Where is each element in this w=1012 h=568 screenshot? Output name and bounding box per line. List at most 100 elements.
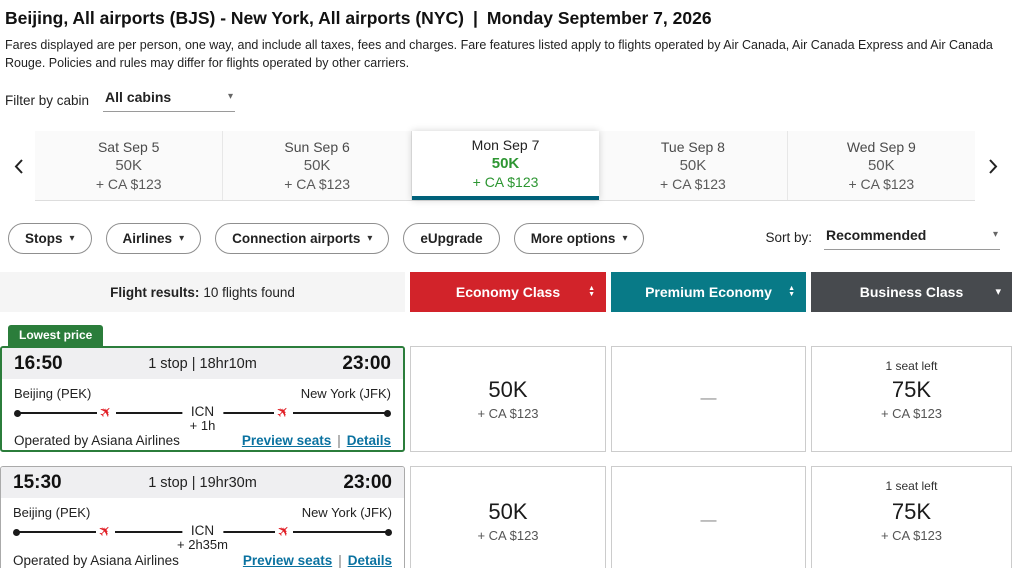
stops-duration: 1 stop | 19hr30m [148, 474, 257, 491]
airplane-icon: ✈ [95, 521, 117, 543]
connection-airport: ICN [181, 523, 224, 539]
arrival-time: 23:00 [342, 352, 391, 374]
tab-points: 50K [303, 157, 331, 175]
tab-date: Wed Sep 9 [846, 139, 916, 156]
chevron-left-icon [14, 159, 23, 174]
column-label: Premium Economy [645, 284, 772, 301]
economy-class-column-header[interactable]: Economy Class ▲ ▼ [410, 272, 606, 313]
page-title: Beijing, All airports (BJS) - New York, … [5, 8, 1007, 29]
no-fare-dash: — [700, 390, 717, 408]
destination-airport: New York (JFK) [301, 505, 392, 521]
operated-by-text: Operated by Asiana Airlines [14, 433, 180, 449]
premium-economy-fare-cell: — [611, 346, 806, 453]
date-strip: Sat Sep 5 50K + CA $123 Sun Sep 6 50K + … [0, 131, 1012, 202]
chevron-down-icon: ▾ [367, 233, 373, 245]
flight-detail: Beijing (PEK) New York (JFK) ✈ ✈ ICN + 2… [1, 498, 404, 568]
economy-fare-cell[interactable]: 50K + CA $123 [410, 466, 606, 568]
fare-points: 75K [891, 498, 932, 524]
date-tab-wed-sep-9[interactable]: Wed Sep 9 50K + CA $123 [787, 131, 976, 201]
flight-card: 16:50 1 stop | 18hr10m 23:00 Beijing (PE… [0, 346, 405, 453]
tab-points: 50K [867, 157, 895, 175]
business-fare-cell[interactable]: 1 seat left 75K + CA $123 [811, 346, 1012, 453]
date-tabs: Sat Sep 5 50K + CA $123 Sun Sep 6 50K + … [35, 131, 976, 202]
preview-seats-link[interactable]: Preview seats [241, 433, 332, 449]
route-diagram: ✈ ✈ ICN + 1h [14, 402, 391, 434]
previous-dates-button[interactable] [8, 153, 30, 179]
flight-summary: 15:30 1 stop | 19hr30m 23:00 [1, 467, 404, 499]
date-tab-sun-sep-6[interactable]: Sun Sep 6 50K + CA $123 [223, 131, 412, 201]
results-label: Flight results: [110, 284, 200, 300]
arrival-time: 23:00 [343, 471, 392, 493]
origin-airport: Beijing (PEK) [14, 386, 92, 402]
tab-cash: + CA $123 [472, 174, 539, 191]
filter-label: Stops [25, 231, 63, 247]
seats-left-text: 1 seat left [885, 479, 938, 494]
date-tab-tue-sep-8[interactable]: Tue Sep 8 50K + CA $123 [599, 131, 788, 201]
eupgrade-filter-button[interactable]: eUpgrade [403, 223, 500, 255]
no-fare-dash: — [700, 511, 717, 529]
chevron-down-icon: ▾ [228, 91, 234, 103]
stops-filter-button[interactable]: Stops ▾ [8, 223, 92, 255]
sort-select[interactable]: Recommended ▾ [824, 227, 1000, 251]
flight-row-1: 16:50 1 stop | 18hr10m 23:00 Beijing (PE… [0, 346, 1012, 453]
sort-arrows-icon: ▲ ▼ [788, 285, 795, 299]
chevron-down-icon: ▾ [179, 233, 185, 245]
tab-date: Sun Sep 6 [284, 139, 350, 156]
layover-duration: + 1h [189, 418, 216, 434]
tab-cash: + CA $123 [284, 176, 350, 193]
flight-card: 15:30 1 stop | 19hr30m 23:00 Beijing (PE… [0, 466, 405, 568]
filter-row: Stops ▾ Airlines ▾ Connection airports ▾… [8, 223, 1012, 255]
flight-summary: 16:50 1 stop | 18hr10m 23:00 [2, 348, 403, 380]
fare-disclaimer: Fares displayed are per person, one way,… [5, 38, 993, 71]
cabin-filter-value: All cabins [105, 89, 172, 106]
links-separator: | [337, 433, 341, 449]
airplane-icon: ✈ [272, 402, 294, 424]
preview-seats-link[interactable]: Preview seats [242, 553, 333, 568]
details-link[interactable]: Details [346, 433, 391, 449]
chevron-down-icon: ▾ [69, 233, 75, 245]
filter-label: Connection airports [232, 231, 361, 247]
premium-economy-column-header[interactable]: Premium Economy ▲ ▼ [611, 272, 806, 313]
connection-airports-filter-button[interactable]: Connection airports ▾ [215, 223, 390, 255]
chevron-down-icon: ▾ [622, 233, 628, 245]
route-title: Beijing, All airports (BJS) - New York, … [5, 8, 464, 28]
fare-points: 50K [488, 377, 528, 403]
sort-arrows-icon: ▲ ▼ [588, 285, 595, 299]
details-link[interactable]: Details [347, 553, 392, 568]
tab-points: 50K [115, 157, 143, 175]
results-header: Flight results: 10 flights found Economy… [0, 272, 1012, 313]
destination-dot [384, 410, 391, 418]
layover-duration: + 2h35m [177, 537, 228, 553]
tab-points: 50K [491, 155, 520, 173]
links-separator: | [338, 553, 342, 568]
column-label: Business Class [859, 284, 964, 301]
date-tab-sat-sep-5[interactable]: Sat Sep 5 50K + CA $123 [35, 131, 224, 201]
date-title: Monday September 7, 2026 [486, 8, 712, 28]
more-options-filter-button[interactable]: More options ▾ [513, 223, 645, 255]
tab-points: 50K [679, 157, 707, 175]
sort-by-label: Sort by: [765, 230, 812, 246]
next-dates-button[interactable] [982, 153, 1004, 179]
economy-fare-cell[interactable]: 50K + CA $123 [410, 346, 606, 453]
airlines-filter-button[interactable]: Airlines ▾ [105, 223, 202, 255]
cabin-filter-select[interactable]: All cabins ▾ [103, 89, 236, 113]
origin-dot [13, 529, 20, 537]
business-fare-cell[interactable]: 1 seat left 75K + CA $123 [811, 466, 1012, 568]
airplane-icon: ✈ [273, 521, 295, 543]
business-class-column-header[interactable]: Business Class ▾ [811, 272, 1012, 313]
flight-detail: Beijing (PEK) New York (JFK) ✈ ✈ ICN + 1… [2, 379, 403, 450]
chevron-down-icon: ▾ [992, 229, 998, 241]
filter-label: eUpgrade [420, 231, 483, 247]
flight-results-count: Flight results: 10 flights found [0, 272, 405, 313]
results-count-text: 10 flights found [203, 284, 295, 300]
destination-airport: New York (JFK) [300, 386, 391, 402]
date-tab-mon-sep-7-selected[interactable]: Mon Sep 7 50K + CA $123 [411, 131, 600, 201]
tab-date: Tue Sep 8 [660, 139, 725, 156]
route-diagram: ✈ ✈ ICN + 2h35m [13, 521, 392, 553]
fare-points: 50K [488, 498, 528, 524]
flight-row-2: 15:30 1 stop | 19hr30m 23:00 Beijing (PE… [0, 466, 1012, 568]
premium-economy-fare-cell: — [611, 466, 806, 568]
lowest-price-badge: Lowest price [8, 325, 104, 347]
filter-label: Airlines [122, 231, 173, 247]
